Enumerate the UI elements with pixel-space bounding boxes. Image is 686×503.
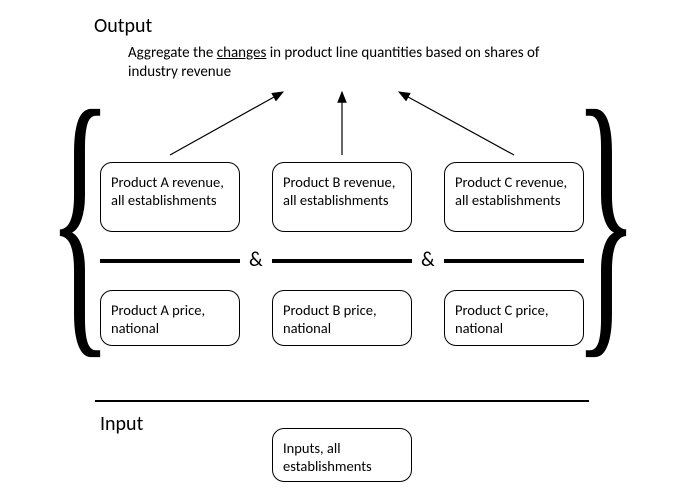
node-inputs: Inputs, all establishments	[272, 428, 412, 482]
node-product-c-revenue: Product C revenue, all establishments	[444, 162, 584, 232]
subtitle-underlined: changes	[217, 44, 267, 62]
thick-rule-a	[100, 259, 240, 263]
thick-rule-b	[272, 259, 412, 263]
node-product-a-price: Product A price, national	[100, 290, 240, 346]
output-heading: Output	[94, 14, 152, 38]
node-product-b-price: Product B price, national	[272, 290, 412, 346]
subtitle-pre: Aggregate the	[128, 44, 217, 62]
node-product-a-revenue: Product A revenue, all establishments	[100, 162, 240, 232]
node-product-c-price: Product C price, national	[444, 290, 584, 346]
ampersand-2: &	[421, 248, 435, 272]
thick-rule-c	[444, 259, 584, 263]
input-heading: Input	[100, 412, 143, 436]
node-product-b-revenue: Product B revenue, all establishments	[272, 162, 412, 232]
section-divider	[95, 400, 589, 402]
aggregate-subtitle: Aggregate the changes in product line qu…	[128, 44, 568, 82]
ampersand-1: &	[249, 248, 263, 272]
